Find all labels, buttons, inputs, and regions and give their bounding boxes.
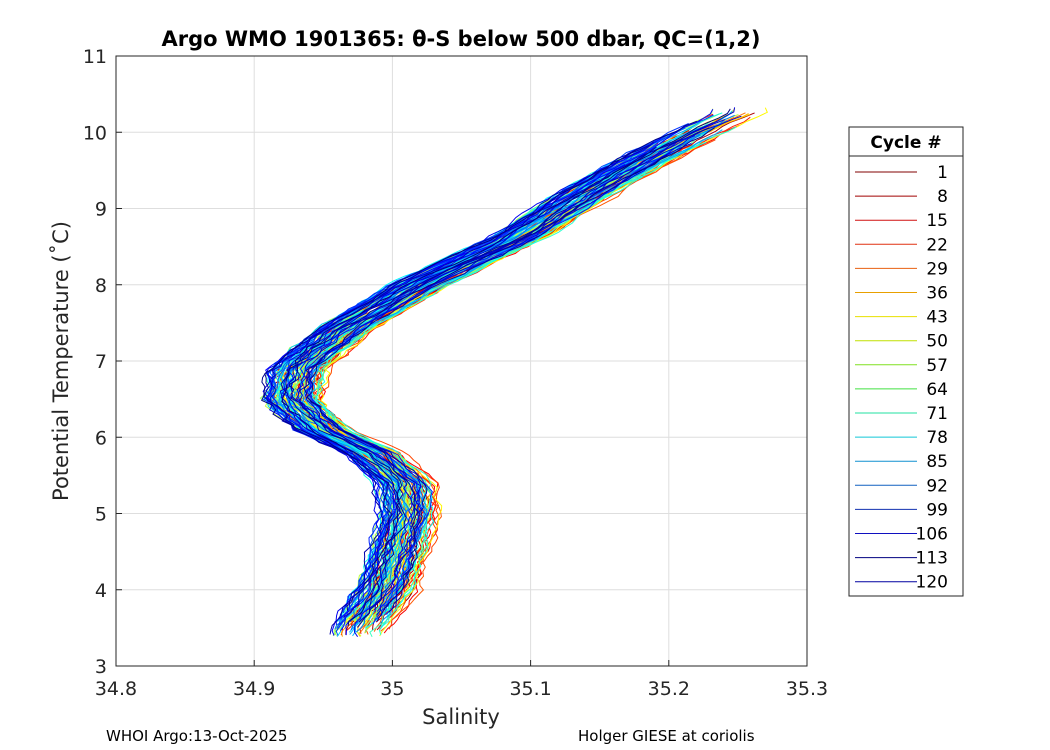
profile-line [261, 120, 697, 611]
profile-line [281, 108, 731, 626]
gridlines [116, 56, 807, 666]
chart-title: Argo WMO 1901365: θ-S below 500 dbar, QC… [162, 27, 761, 51]
profile-line [262, 148, 638, 625]
x-tick-label: 35 [380, 678, 404, 700]
legend-label: 92 [926, 476, 948, 496]
legend-label: 29 [926, 259, 948, 279]
legend-box [848, 126, 964, 597]
profile-line [290, 122, 714, 613]
legend-label: 85 [926, 452, 948, 472]
legend-label: 22 [926, 235, 948, 255]
legend-label: 113 [916, 549, 948, 569]
profile-line [306, 154, 668, 613]
y-tick-label: 7 [95, 351, 107, 373]
profile-line [305, 143, 682, 611]
profile-line [269, 141, 655, 618]
legend-label: 36 [926, 284, 948, 304]
profile-line [281, 163, 626, 632]
legend: Cycle # 18152229364350576471788592991061… [848, 126, 964, 597]
profile-line [303, 127, 715, 623]
profile-line [297, 135, 696, 612]
legend-items: 1 8 15 22 29 36 43 50 57 64 71 78 85 92 99 106 113 120 [855, 163, 948, 593]
legend-label: 99 [926, 500, 948, 520]
profile-line [288, 146, 657, 628]
profile-line [304, 137, 707, 624]
legend-label: 43 [926, 308, 948, 328]
profile-line [316, 149, 691, 613]
legend-label: 1 [937, 163, 948, 183]
y-tick-label: 4 [95, 580, 107, 602]
x-tick-label: 35.1 [509, 678, 551, 700]
legend-label: 57 [926, 356, 948, 376]
profile-line [279, 107, 736, 616]
footer-right: Holger GIESE at coriolis [578, 727, 755, 745]
y-tick-label: 9 [95, 199, 107, 221]
legend-label: 64 [926, 380, 948, 400]
legend-label: 15 [926, 211, 948, 231]
legend-label: 78 [926, 428, 948, 448]
legend-label: 50 [926, 332, 948, 352]
y-tick-label: 5 [95, 504, 107, 526]
x-tick-label: 34.8 [95, 678, 137, 700]
legend-title: Cycle # [870, 133, 941, 153]
profile-line [263, 144, 651, 635]
legend-label: 71 [926, 404, 948, 424]
y-tick-label: 3 [95, 656, 107, 678]
y-tick-label: 11 [83, 46, 107, 68]
profile-line [280, 131, 678, 636]
profile-line [314, 142, 699, 638]
y-tick-label: 8 [95, 275, 107, 297]
footer-left: WHOI Argo:13-Oct-2025 [106, 727, 287, 745]
profile-line [270, 162, 614, 626]
y-axis-ticks: 3 4 5 6 7 8 9 10 11 [83, 46, 122, 678]
legend-label: 8 [937, 187, 948, 207]
y-tick-label: 6 [95, 427, 107, 449]
legend-label: 120 [916, 573, 948, 593]
profile-lines [259, 107, 768, 638]
y-tick-label: 10 [83, 122, 107, 144]
x-tick-label: 35.3 [786, 678, 828, 700]
profile-line [280, 127, 710, 623]
legend-label: 106 [916, 525, 948, 545]
profile-line [295, 119, 726, 637]
x-tick-label: 35.2 [648, 678, 690, 700]
y-axis-label: Potential Temperature (˚C) [49, 221, 73, 501]
x-tick-label: 34.9 [233, 678, 275, 700]
x-axis-label: Salinity [422, 705, 500, 729]
x-axis-ticks: 34.8 34.9 35 35.1 35.2 35.3 [95, 660, 828, 700]
